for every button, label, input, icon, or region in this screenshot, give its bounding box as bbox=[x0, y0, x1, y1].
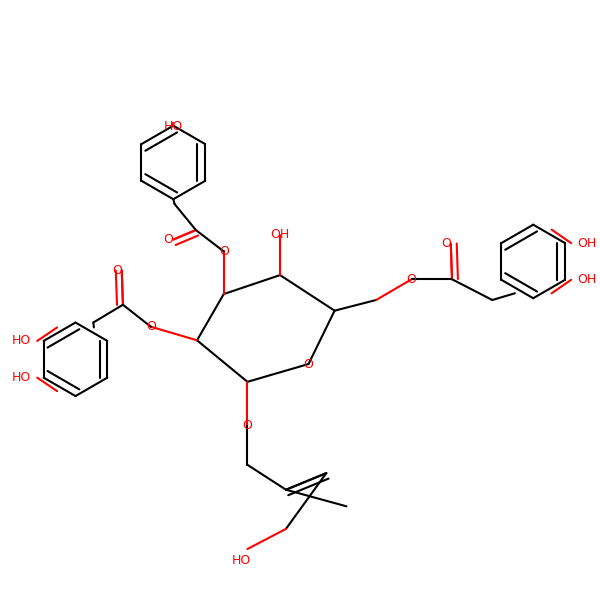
Text: HO: HO bbox=[232, 554, 251, 567]
Text: OH: OH bbox=[271, 228, 290, 241]
Text: O: O bbox=[219, 245, 229, 258]
Text: O: O bbox=[407, 273, 416, 286]
Text: OH: OH bbox=[577, 236, 596, 250]
Text: OH: OH bbox=[577, 274, 596, 286]
Text: O: O bbox=[146, 320, 156, 333]
Text: HO: HO bbox=[12, 334, 31, 347]
Text: O: O bbox=[242, 419, 253, 432]
Text: HO: HO bbox=[164, 120, 183, 133]
Text: O: O bbox=[441, 237, 451, 250]
Text: O: O bbox=[112, 264, 122, 277]
Text: O: O bbox=[304, 358, 313, 371]
Text: O: O bbox=[163, 233, 173, 246]
Text: HO: HO bbox=[12, 371, 31, 384]
